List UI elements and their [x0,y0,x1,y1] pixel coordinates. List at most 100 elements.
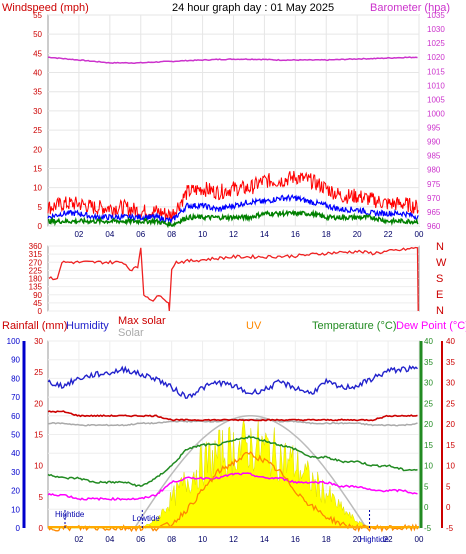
wind-tick-label: 10 [33,184,42,193]
wind-tick-label: 35 [33,88,42,97]
humidity-tick-label: 10 [11,505,20,514]
wind-tick-label: 5 [38,203,43,212]
rain-tick-label: 0 [39,524,44,533]
direction-tick-label: 270 [29,258,43,267]
compass-label: N [436,305,444,317]
wind-tick-label: 25 [33,126,42,135]
baro-tick-label: 1010 [427,81,445,90]
temp-tick-label: 20 [424,420,433,429]
direction-tick-label: 135 [29,283,43,292]
x-tick-label: 14 [260,535,269,544]
x-tick-label: 02 [74,230,83,239]
direction-tick-label: 315 [29,250,43,259]
humidity-tick-label: 80 [11,374,20,383]
dew-tick-label: 25 [446,399,455,408]
x-tick-label: 10 [198,230,207,239]
temp-tick-label: 10 [424,462,433,471]
x-tick-label: 06 [136,230,145,239]
dew-tick-label: 5 [446,482,451,491]
dewpoint-series [47,472,418,502]
avg-series [47,209,419,229]
direction-tick-label: 0 [38,307,43,316]
lowtide-label: Lowtide [132,514,160,523]
humidity-tick-label: 0 [16,524,21,533]
hightide-1-label: Hightide [55,510,85,519]
x-tick-label: 12 [229,535,238,544]
rain-tick-label: 15 [34,431,43,440]
apparent-temp-series [47,410,418,422]
humidity-series [47,364,418,399]
baro-tick-label: 975 [427,180,441,189]
temp-tick-label: 35 [424,358,433,367]
temperature-label: Temperature (°C) [312,320,396,332]
baro-tick-label: 1000 [427,109,445,118]
humidity-tick-label: 30 [11,468,20,477]
compass-label: S [436,273,443,285]
barometer-series [47,56,418,64]
x-tick-label: 00 [415,230,424,239]
direction-tick-label: 180 [29,275,43,284]
compass-label: W [436,257,447,269]
x-tick-label: 08 [167,230,176,239]
dew-tick-label: 10 [446,462,455,471]
humidity-tick-label: 60 [11,412,20,421]
windspeed-label: Windspeed (mph) [2,2,89,14]
x-tick-label: 16 [291,535,300,544]
baro-tick-label: 965 [427,208,441,217]
temp-tick-label: 0 [424,503,429,512]
baro-tick-label: 960 [427,222,441,231]
temp-tick-label: 5 [424,482,429,491]
dew-tick-label: 20 [446,420,455,429]
dew-tick-label: 35 [446,358,455,367]
humidity-tick-label: 40 [11,449,20,458]
x-tick-label: 18 [322,230,331,239]
baro-tick-label: 970 [427,194,441,203]
maxsolar-series [133,415,368,529]
maxsolar-label: Max solar [118,315,166,327]
wind-tick-label: 0 [38,222,43,231]
compass-label: N [436,241,444,253]
x-tick-label: 12 [229,230,238,239]
dew-tick-label: -5 [446,524,454,533]
rain-tick-label: 20 [34,399,43,408]
temp-tick-label: 30 [424,379,433,388]
dew-tick-label: 0 [446,503,451,512]
direction-tick-label: 90 [33,291,42,300]
temp-tick-label: 15 [424,441,433,450]
wind-tick-label: 50 [33,30,42,39]
x-tick-label: 14 [260,230,269,239]
x-tick-label: 04 [105,230,114,239]
x-tick-label: 20 [353,230,362,239]
baro-tick-label: 1025 [427,39,445,48]
rain-tick-label: 10 [34,462,43,471]
baro-tick-label: 980 [427,166,441,175]
baro-tick-label: 1035 [427,11,445,20]
baro-tick-label: 985 [427,152,441,161]
solar-label: Solar [118,327,144,339]
x-tick-label: 18 [322,535,331,544]
baro-tick-label: 1030 [427,25,445,34]
x-tick-label: 22 [384,535,393,544]
x-tick-label: 16 [291,230,300,239]
x-tick-label: 04 [105,535,114,544]
barometer-label: Barometer (hpa) [370,2,450,14]
temperature-series [47,434,418,488]
x-tick-label: 10 [198,535,207,544]
direction-tick-label: 360 [29,242,43,251]
rain-tick-label: 30 [34,337,43,346]
x-tick-label: 02 [74,535,83,544]
wind-series [47,193,419,225]
x-tick-label: 00 [415,535,424,544]
humidity-tick-label: 50 [11,431,20,440]
baro-tick-label: 1020 [427,53,445,62]
humidity-tick-label: 20 [11,487,20,496]
hightide-2-label: Hightide [360,535,390,544]
x-tick-label: 06 [136,535,145,544]
dew-tick-label: 15 [446,441,455,450]
compass-label: E [436,289,443,301]
direction-series [48,246,419,312]
direction-tick-label: 45 [33,299,42,308]
uv-label: UV [246,320,262,332]
baro-tick-label: 1005 [427,95,445,104]
